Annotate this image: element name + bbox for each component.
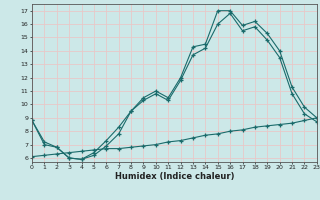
X-axis label: Humidex (Indice chaleur): Humidex (Indice chaleur) bbox=[115, 172, 234, 181]
